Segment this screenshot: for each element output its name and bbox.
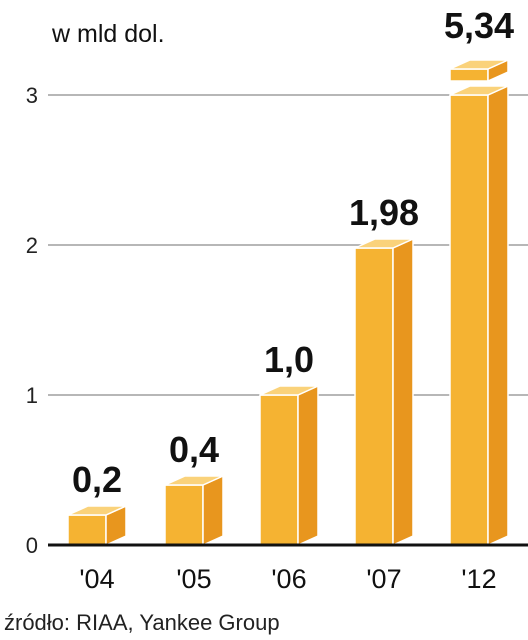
x-tick-label: '06 xyxy=(271,564,306,594)
data-labels: 0,2 0,4 1,0 1,98 5,34 xyxy=(72,5,514,500)
bar-front xyxy=(164,484,204,546)
data-label: 1,0 xyxy=(264,339,314,380)
y-tick-label: 2 xyxy=(26,233,38,258)
bar-side xyxy=(487,85,509,546)
bar-top xyxy=(449,85,509,96)
bar xyxy=(259,385,319,546)
source-note: źródło: RIAA, Yankee Group xyxy=(4,610,280,635)
x-tick-label: '07 xyxy=(366,564,401,594)
bar-top xyxy=(259,385,319,396)
bar-side xyxy=(297,385,319,546)
bar-cap-front xyxy=(449,68,489,82)
bar-top xyxy=(164,475,224,486)
x-tick-label: '05 xyxy=(176,564,211,594)
data-label: 5,34 xyxy=(444,5,514,46)
unit-label: w mld dol. xyxy=(51,20,165,48)
bar-cap-top xyxy=(449,59,509,70)
bar-top xyxy=(354,238,414,249)
bar xyxy=(67,505,127,546)
bar-front xyxy=(449,94,489,546)
bar-side xyxy=(392,238,414,546)
x-tick-label: '04 xyxy=(79,564,114,594)
x-tick-label: '12 xyxy=(461,564,496,594)
bars xyxy=(67,59,509,546)
data-label: 0,4 xyxy=(169,429,219,470)
bar-side xyxy=(202,475,224,546)
y-axis-ticks: 0 1 2 3 xyxy=(26,83,38,558)
bar-front xyxy=(354,247,394,546)
bar-front xyxy=(259,394,299,546)
x-axis-ticks: '04 '05 '06 '07 '12 xyxy=(79,564,496,594)
bar xyxy=(354,238,414,546)
y-tick-label: 0 xyxy=(26,533,38,558)
bar-front xyxy=(67,514,107,546)
y-tick-label: 3 xyxy=(26,83,38,108)
y-tick-label: 1 xyxy=(26,383,38,408)
data-label: 1,98 xyxy=(349,192,419,233)
data-label: 0,2 xyxy=(72,459,122,500)
bar xyxy=(449,59,509,546)
bar-top xyxy=(67,505,127,516)
bar xyxy=(164,475,224,546)
